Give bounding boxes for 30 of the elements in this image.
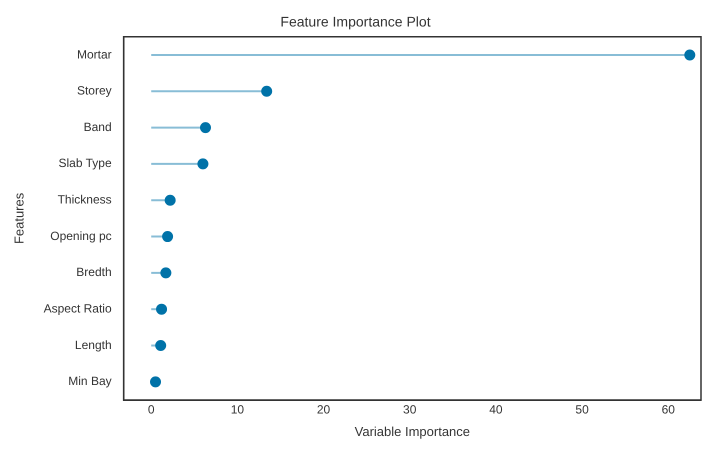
point [156,304,168,315]
point [200,122,211,134]
point [162,231,174,242]
point [155,340,166,352]
y-axis-title: Features [11,192,26,244]
y-tick-label: Min Bay [68,374,112,388]
point [150,376,162,388]
x-axis-title: Variable Importance [354,424,470,439]
point [197,158,208,170]
x-tick-label: 40 [489,402,503,417]
x-tick-label: 60 [662,402,676,417]
y-tick-label: Aspect Ratio [44,302,112,316]
x-tick-label: 30 [403,402,417,417]
point [160,267,172,278]
y-tick-label: Opening pc [50,228,112,243]
x-tick-label: 50 [575,402,590,417]
x-tick-label: 20 [316,402,331,417]
point [261,86,272,97]
point [684,49,696,60]
y-tick-label: Length [74,338,112,352]
x-tick-label: 10 [230,402,244,417]
y-tick-label: Thickness [58,192,112,207]
y-tick-label: Bredth [76,265,112,280]
y-tick-label: Mortar [76,47,112,62]
y-tick-label: Band [84,120,112,134]
y-tick-label: Storey [76,84,112,98]
x-tick-label: 0 [148,402,155,417]
chart-title: Feature Importance Plot [280,13,431,30]
y-tick-label: Slab Type [58,156,112,170]
point [164,194,176,206]
